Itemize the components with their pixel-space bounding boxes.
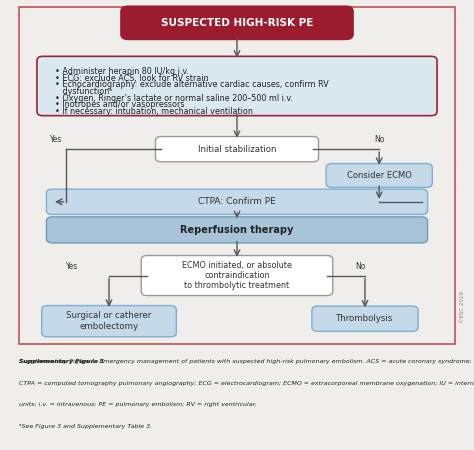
- Text: • Inotropes and/or vasopressors: • Inotropes and/or vasopressors: [55, 100, 184, 109]
- Text: ECMO initiated, or absolute
contraindication
to thrombolytic treatment: ECMO initiated, or absolute contraindica…: [182, 261, 292, 290]
- FancyBboxPatch shape: [46, 217, 428, 243]
- Text: Consider ECMO: Consider ECMO: [347, 171, 411, 180]
- Text: Supplementary Figure 1  Emergency management of patients with suspected high-ris: Supplementary Figure 1 Emergency managem…: [19, 359, 472, 364]
- Text: Yes: Yes: [50, 135, 62, 144]
- Text: Surgical or catherer
embolectomy: Surgical or catherer embolectomy: [66, 311, 152, 331]
- FancyBboxPatch shape: [326, 163, 432, 188]
- FancyBboxPatch shape: [312, 306, 418, 331]
- Text: Reperfusion therapy: Reperfusion therapy: [180, 225, 294, 235]
- Text: CTPA = computed tomography pulmonary angiography; ECG = electrocardiogram; ECMO : CTPA = computed tomography pulmonary ang…: [19, 381, 474, 386]
- FancyBboxPatch shape: [141, 256, 333, 296]
- Text: dysfunctionᵃ: dysfunctionᵃ: [55, 87, 112, 96]
- FancyBboxPatch shape: [46, 189, 428, 215]
- Text: • Administer herapin 80 IU/kg i.v.: • Administer herapin 80 IU/kg i.v.: [55, 67, 189, 76]
- Text: SUSPECTED HIGH-RISK PE: SUSPECTED HIGH-RISK PE: [161, 18, 313, 28]
- Text: • Echocardiography: exclude alternative cardiac causes, confirm RV: • Echocardiography: exclude alternative …: [55, 80, 328, 89]
- Text: CTPA: Confirm PE: CTPA: Confirm PE: [198, 197, 276, 206]
- Text: No: No: [374, 135, 385, 144]
- Text: No: No: [356, 261, 366, 270]
- Text: Yes: Yes: [66, 261, 79, 270]
- Text: Supplementary Figure 1: Supplementary Figure 1: [19, 359, 104, 364]
- FancyBboxPatch shape: [37, 56, 437, 116]
- FancyBboxPatch shape: [121, 6, 353, 40]
- Text: Thrombolysis: Thrombolysis: [337, 314, 393, 323]
- Text: ©ESC 2019: ©ESC 2019: [460, 291, 465, 323]
- Text: ᵃSee Figure 3 and Supplementary Table 3.: ᵃSee Figure 3 and Supplementary Table 3.: [19, 424, 152, 429]
- FancyBboxPatch shape: [155, 136, 319, 162]
- FancyBboxPatch shape: [42, 306, 176, 337]
- Text: • If necessary: intubation, mechanical ventilation: • If necessary: intubation, mechanical v…: [55, 107, 252, 116]
- Text: Initial stabilization: Initial stabilization: [198, 145, 276, 154]
- Text: units; i.v. = intravenous; PE = pulmonary embolism; RV = right ventricular.: units; i.v. = intravenous; PE = pulmonar…: [19, 402, 256, 408]
- Text: • ECG: exclude ACS, look for RV strain: • ECG: exclude ACS, look for RV strain: [55, 73, 208, 82]
- Text: • Oxygen, Ringer’s lactate or normal saline 200–500 ml i.v.: • Oxygen, Ringer’s lactate or normal sal…: [55, 94, 292, 103]
